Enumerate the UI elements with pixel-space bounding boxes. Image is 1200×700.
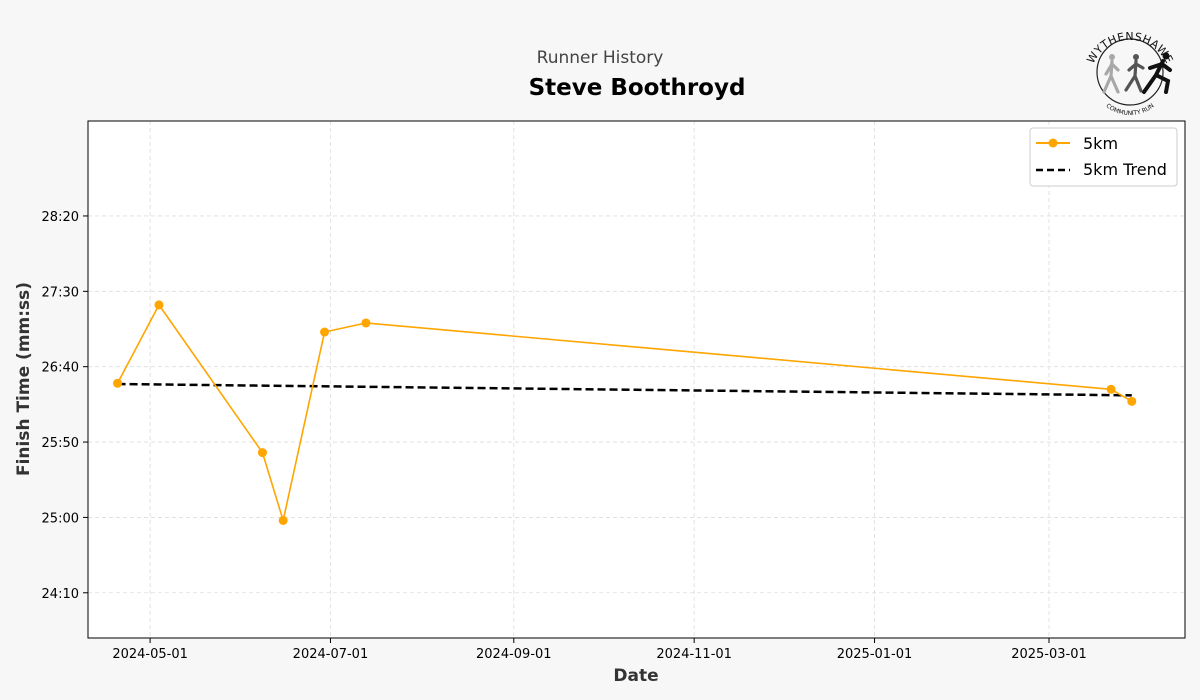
- y-tick-label: 24:10: [42, 587, 79, 602]
- legend-marker-5km: [1048, 138, 1058, 148]
- plot-area: [87, 120, 1186, 639]
- x-axis-ticks: 2024-05-01 2024-07-01 2024-09-01 2024-11-01…: [112, 638, 1087, 662]
- data-point-5km: [278, 515, 288, 525]
- logo-ring: [1096, 38, 1164, 106]
- data-point-5km: [1127, 396, 1137, 406]
- series-line-5km: [116, 304, 1133, 522]
- trend-line-5km: [117, 382, 1132, 397]
- y-tick-label: 25:50: [42, 436, 79, 451]
- y-tick-label: 26:40: [42, 361, 79, 376]
- x-tick-label: 2024-05-01: [112, 647, 188, 662]
- legend-label-5km: 5km: [1083, 134, 1118, 153]
- chart-supertitle: Runner History: [537, 48, 664, 68]
- runner-figure-mid: [1124, 54, 1145, 93]
- grid: [88, 121, 1185, 638]
- x-tick-label: 2025-03-01: [1011, 647, 1087, 662]
- y-axis-label: Finish Time (mm:ss): [14, 282, 34, 476]
- legend: 5km 5km Trend: [1029, 127, 1178, 187]
- data-point-5km: [113, 378, 123, 388]
- y-tick-label: 28:20: [42, 210, 79, 225]
- data-point-5km: [257, 448, 267, 458]
- x-axis-label: Date: [613, 666, 658, 686]
- legend-label-5km-trend: 5km Trend: [1083, 160, 1167, 179]
- y-axis-ticks: 24:10 25:00 25:50 26:40 27:30 28:20: [42, 210, 88, 602]
- plot-frame: [87, 120, 1186, 639]
- x-tick-label: 2024-11-01: [656, 647, 732, 662]
- data-point-5km: [1106, 384, 1116, 394]
- x-tick-label: 2024-07-01: [293, 647, 369, 662]
- series-layer: [113, 300, 1137, 525]
- x-tick-label: 2025-01-01: [837, 647, 913, 662]
- y-tick-label: 25:00: [42, 511, 79, 526]
- data-point-5km: [154, 300, 164, 310]
- club-logo: WYTHENSHAWE COMMUNITY RUN: [1084, 30, 1175, 117]
- data-point-5km: [320, 327, 330, 337]
- runner-figure-dark: [1142, 52, 1172, 94]
- plot-background: [87, 120, 1186, 639]
- data-point-5km: [361, 318, 371, 328]
- y-tick-label: 27:30: [42, 285, 79, 300]
- chart-title: Steve Boothroyd: [529, 75, 746, 101]
- runner-figure-light: [1102, 54, 1120, 94]
- x-tick-label: 2024-09-01: [476, 647, 552, 662]
